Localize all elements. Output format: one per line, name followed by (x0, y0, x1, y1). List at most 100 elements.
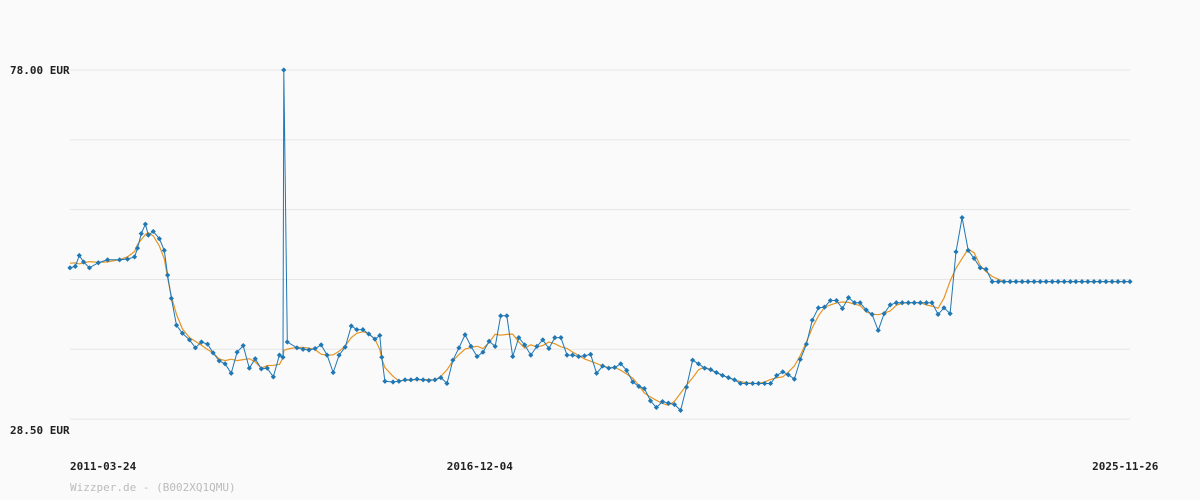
price-point (372, 336, 378, 342)
price-point (444, 380, 450, 387)
price-point (719, 372, 726, 379)
price-point (995, 279, 1001, 285)
x-tick-label: 2011-03-24 (70, 460, 137, 473)
price-point (228, 370, 234, 376)
price-point (1079, 279, 1085, 285)
price-point (935, 311, 941, 317)
price-point (1073, 279, 1079, 285)
price-point (552, 335, 558, 341)
price-point (647, 398, 654, 404)
price-point (1061, 279, 1067, 285)
price-point (462, 332, 468, 338)
price-point (708, 367, 714, 373)
price-point (947, 311, 953, 317)
price-point (558, 335, 564, 341)
price-point (636, 383, 642, 389)
price-point (671, 401, 678, 408)
price-point (1013, 279, 1019, 285)
price-point (959, 215, 965, 221)
price-point (839, 305, 846, 312)
price-points (67, 67, 1133, 413)
price-point (863, 307, 869, 313)
price-point (414, 376, 420, 382)
price-point (456, 345, 462, 351)
price-point (833, 297, 840, 304)
price-point (173, 322, 180, 328)
price-point (179, 330, 185, 336)
price-point (281, 67, 287, 73)
price-point (306, 347, 312, 353)
price-point (923, 300, 930, 306)
price-point (161, 247, 167, 253)
price-point (480, 349, 486, 355)
price-point (606, 365, 612, 371)
price-point (713, 369, 720, 376)
price-point (222, 361, 228, 367)
price-point (516, 335, 522, 341)
price-point (280, 354, 286, 360)
price-point (869, 311, 875, 317)
price-point (294, 345, 300, 351)
price-point (755, 380, 762, 387)
price-point (156, 236, 162, 242)
price-point (474, 353, 480, 360)
price-point (354, 327, 360, 333)
price-point (342, 344, 348, 350)
price-point (564, 352, 570, 358)
price-point (581, 353, 588, 359)
price-point (1007, 279, 1013, 285)
price-point (408, 377, 414, 383)
price-point (899, 300, 905, 306)
price-point (312, 345, 318, 352)
price-point (1115, 279, 1121, 285)
x-tick-label: 2025-11-26 (1092, 460, 1159, 473)
price-point (324, 352, 330, 358)
price-point (1121, 279, 1127, 285)
price-point (665, 400, 672, 406)
price-point (124, 256, 131, 262)
price-point (145, 232, 151, 238)
price-point (750, 380, 756, 387)
price-point (86, 265, 93, 271)
average-price-line (69, 231, 1130, 407)
price-point (504, 313, 510, 319)
price-point (80, 259, 87, 265)
source-credit: Wizzper.de - (B002XQ1QMU) (70, 481, 236, 494)
price-point (875, 327, 881, 333)
price-point (468, 343, 474, 349)
price-point (366, 331, 372, 337)
price-point (432, 377, 438, 383)
price-point (791, 376, 797, 382)
price-point (192, 345, 198, 351)
price-point (905, 300, 911, 306)
price-point (683, 384, 690, 390)
price-point (284, 339, 290, 345)
price-point (67, 265, 73, 271)
price-point (762, 380, 768, 387)
price-point (426, 377, 432, 384)
price-point (1091, 279, 1097, 285)
price-point (678, 407, 684, 413)
price-point (95, 260, 101, 266)
price-point (881, 311, 887, 317)
price-point (234, 349, 240, 355)
grid-lines (70, 69, 1130, 420)
x-axis-labels: 2011-03-24 2016-12-04 2025-11-26 (70, 460, 1159, 473)
price-point (1109, 279, 1115, 285)
price-point (498, 313, 504, 319)
price-point (576, 353, 582, 360)
price-point (420, 377, 426, 383)
price-point (941, 305, 947, 311)
price-point (252, 356, 258, 362)
price-point (165, 272, 171, 278)
price-point (743, 380, 750, 387)
price-point (1103, 279, 1109, 285)
price-point (845, 295, 852, 301)
price-point (774, 372, 780, 379)
price-point (117, 257, 123, 263)
price-point (1055, 279, 1061, 285)
price-point (803, 341, 809, 347)
price-point (624, 367, 630, 373)
price-point (1001, 279, 1007, 285)
